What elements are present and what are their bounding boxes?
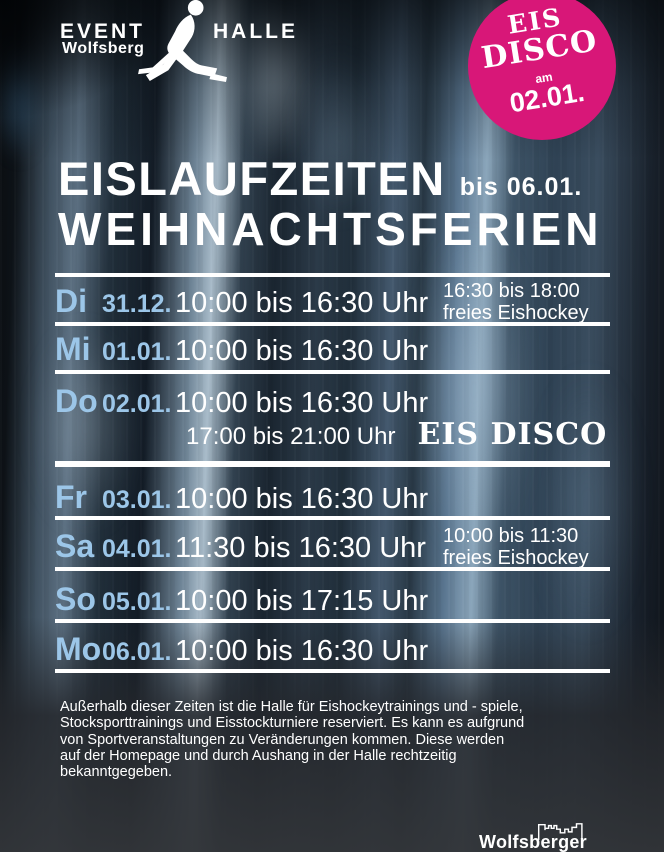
divider <box>55 322 610 326</box>
free-hockey-info: 10:00 bis 11:30 freies Eishockey <box>443 525 589 569</box>
title-until-date: bis 06.01. <box>459 173 583 201</box>
page-title: EISLAUFZEITEN bis 06.01. <box>58 155 582 202</box>
ice-highlight <box>540 370 635 635</box>
divider <box>55 516 610 520</box>
day-label: Mo <box>55 631 102 667</box>
note-line: Stocksporttrainings und Eisstockturniere… <box>60 715 525 732</box>
divider <box>55 273 610 277</box>
date-label: 31.12. <box>102 290 172 318</box>
divider <box>55 567 610 571</box>
note-line: von Sportveranstaltungen zu Veränderunge… <box>60 731 505 748</box>
time-label: 10:00 bis 17:15 Uhr <box>175 585 429 617</box>
time-label: 10:00 bis 16:30 Uhr <box>175 483 429 515</box>
brand-event-text: EVENT <box>60 20 146 43</box>
ice-highlight <box>38 325 133 530</box>
day-label: Sa <box>55 528 95 564</box>
date-label: 03.01. <box>102 486 172 514</box>
schedule-row-monday: Mo 06.01. 10:00 bis 16:30 Uhr <box>55 631 610 668</box>
time-label: 10:00 bis 16:30 Uhr <box>175 335 429 367</box>
date-label: 04.01. <box>102 535 172 563</box>
schedule-row-thursday: Do 02.01. 10:00 bis 16:30 Uhr <box>55 383 610 420</box>
free-hockey-time: 10:00 bis 11:30 <box>443 525 579 547</box>
wolfsberger-city-logo: Wolfsberger <box>479 820 639 852</box>
free-hockey-time: 16:30 bis 18:00 <box>443 280 580 302</box>
divider <box>55 669 610 673</box>
date-label: 05.01. <box>102 588 172 616</box>
schedule-row-sunday: So 05.01. 10:00 bis 17:15 Uhr <box>55 581 610 618</box>
divider <box>55 619 610 623</box>
brand-halle-text: HALLE <box>213 20 298 43</box>
city-logo-text: Wolfsberger <box>479 832 587 852</box>
hockey-player-icon <box>138 0 227 82</box>
day-label: Di <box>55 283 87 319</box>
ice-highlight <box>418 225 530 555</box>
time-label: 10:00 bis 16:30 Uhr <box>175 387 429 419</box>
free-hockey-text: freies Eishockey <box>443 302 589 324</box>
schedule-row-wednesday: Mi 01.01. 10:00 bis 16:30 Uhr <box>55 331 610 368</box>
free-hockey-text: freies Eishockey <box>443 547 589 569</box>
note-line: auf der Homepage und durch Aushang in de… <box>60 747 457 764</box>
divider <box>55 461 610 467</box>
eis-disco-badge: EIS DISCO am 02.01. <box>468 0 616 140</box>
bottom-shadow <box>0 617 664 852</box>
badge-date-text: 02.01. <box>507 77 587 119</box>
castle-skyline-icon <box>537 823 583 840</box>
divider <box>55 370 610 374</box>
time-label: 10:00 bis 16:30 Uhr <box>175 287 429 319</box>
note-line: bekanntgegeben. <box>60 764 173 781</box>
day-label: Mi <box>55 331 91 367</box>
day-label: Do <box>55 383 98 419</box>
title-main: EISLAUFZEITEN <box>58 152 446 205</box>
reservation-note: Außerhalb dieser Zeiten ist die Halle fü… <box>60 699 524 780</box>
note-line: Außerhalb dieser Zeiten ist die Halle fü… <box>60 699 523 715</box>
schedule-row-saturday: Sa 04.01. 11:30 bis 16:30 Uhr 10:00 bis … <box>55 525 610 569</box>
badge-content: EIS DISCO am 02.01. <box>457 0 626 151</box>
brand-city-text: Wolfsberg <box>62 40 145 57</box>
date-label: 06.01. <box>102 638 172 666</box>
time-label: 17:00 bis 21:00 Uhr <box>186 423 396 450</box>
badge-disco-text: DISCO <box>479 23 600 77</box>
eis-disco-label: EIS DISCO <box>417 417 608 452</box>
schedule-row-friday: Fr 03.01. 10:00 bis 16:30 Uhr <box>55 479 610 516</box>
day-label: So <box>55 581 96 617</box>
time-label: 11:30 bis 16:30 Uhr <box>175 532 426 564</box>
free-hockey-info: 16:30 bis 18:00 freies Eishockey <box>443 280 589 324</box>
day-label: Fr <box>55 479 87 515</box>
time-label: 10:00 bis 16:30 Uhr <box>175 635 429 667</box>
schedule-row-tuesday: Di 31.12. 10:00 bis 16:30 Uhr 16:30 bis … <box>55 280 610 324</box>
date-label: 01.01. <box>102 338 172 366</box>
date-label: 02.01. <box>102 390 172 418</box>
title-subtitle: WEIHNACHTSFERIEN <box>58 203 603 255</box>
schedule-row-thursday-evening: 17:00 bis 21:00 Uhr EIS DISCO <box>186 420 607 450</box>
